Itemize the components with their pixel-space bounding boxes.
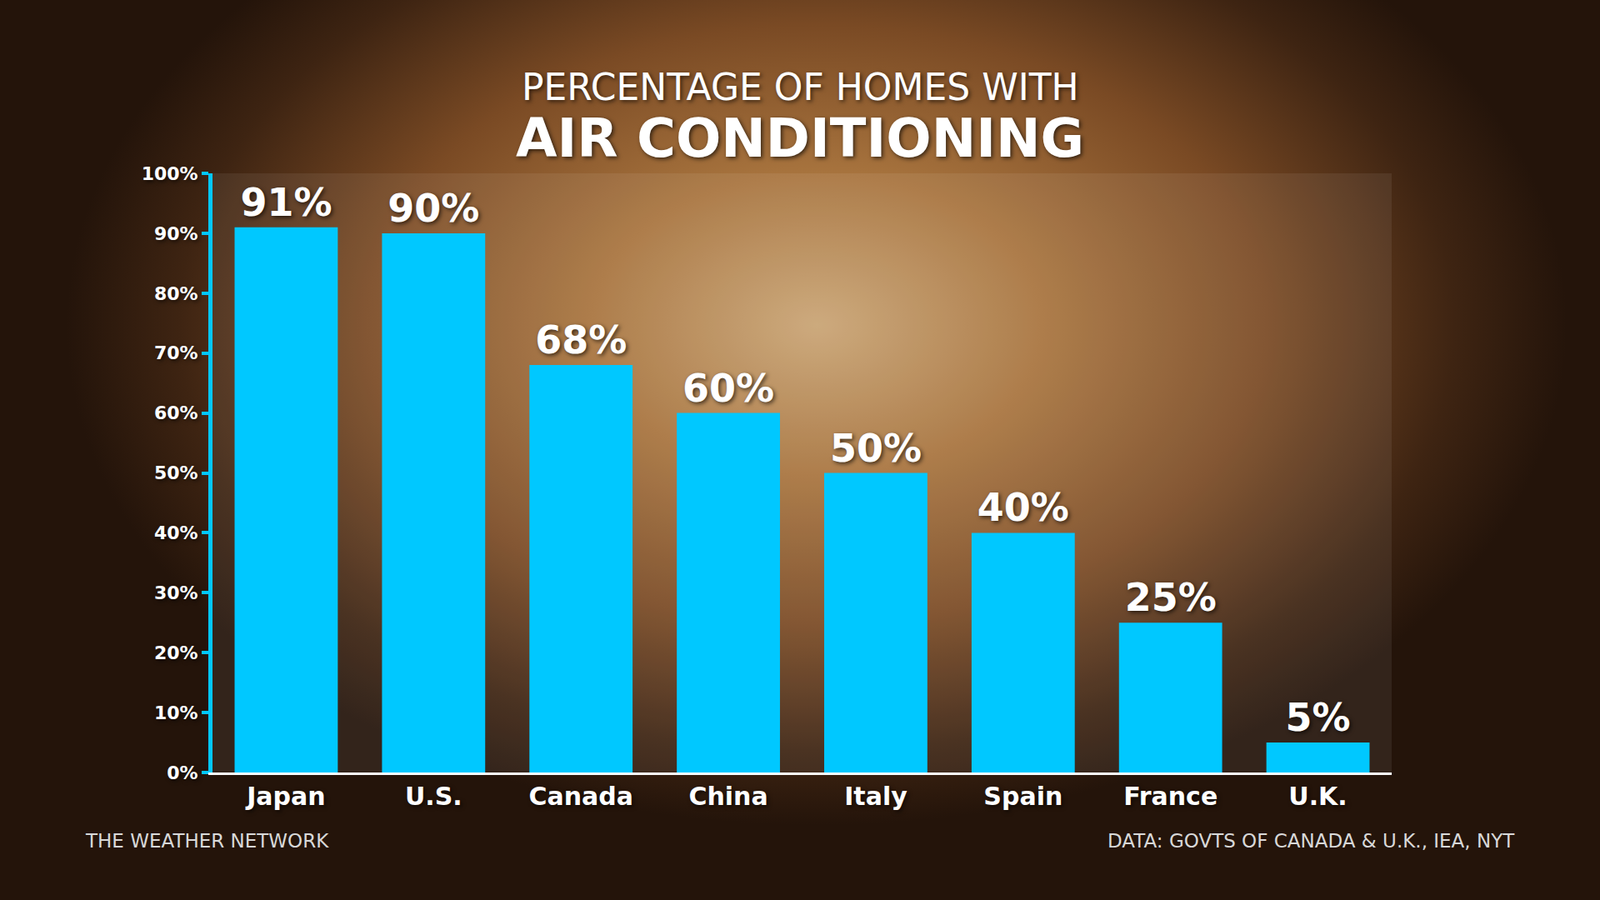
svg-text:80%: 80% [154, 283, 199, 305]
svg-text:50%: 50% [154, 462, 199, 484]
svg-text:Canada: Canada [528, 781, 634, 811]
svg-text:Japan: Japan [245, 781, 325, 811]
svg-text:70%: 70% [154, 342, 199, 364]
svg-text:DATA: GOVTS OF CANADA & U.K.,: DATA: GOVTS OF CANADA & U.K., IEA, NYT [1107, 830, 1515, 852]
svg-text:90%: 90% [387, 185, 480, 231]
svg-text:AIR CONDITIONING: AIR CONDITIONING [515, 107, 1085, 170]
svg-text:China: China [688, 781, 768, 811]
svg-text:68%: 68% [535, 317, 627, 363]
svg-text:30%: 30% [154, 582, 199, 604]
svg-text:20%: 20% [154, 642, 199, 664]
svg-text:100%: 100% [141, 163, 199, 185]
svg-text:THE WEATHER NETWORK: THE WEATHER NETWORK [85, 830, 330, 852]
svg-text:60%: 60% [154, 402, 199, 424]
svg-text:90%: 90% [154, 223, 199, 245]
svg-text:60%: 60% [682, 365, 775, 411]
svg-text:91%: 91% [240, 180, 332, 225]
svg-text:U.S.: U.S. [405, 781, 463, 811]
svg-text:Italy: Italy [844, 781, 908, 811]
svg-text:25%: 25% [1125, 575, 1217, 620]
svg-text:0%: 0% [166, 762, 198, 784]
svg-text:10%: 10% [154, 702, 199, 724]
svg-text:Spain: Spain [983, 781, 1063, 811]
svg-text:PERCENTAGE OF HOMES WITH: PERCENTAGE OF HOMES WITH [521, 65, 1080, 109]
svg-text:France: France [1123, 781, 1218, 811]
svg-text:5%: 5% [1285, 695, 1351, 740]
svg-text:U.K.: U.K. [1288, 781, 1347, 811]
svg-text:40%: 40% [154, 522, 199, 544]
svg-text:40%: 40% [977, 485, 1070, 530]
svg-text:50%: 50% [830, 425, 922, 471]
